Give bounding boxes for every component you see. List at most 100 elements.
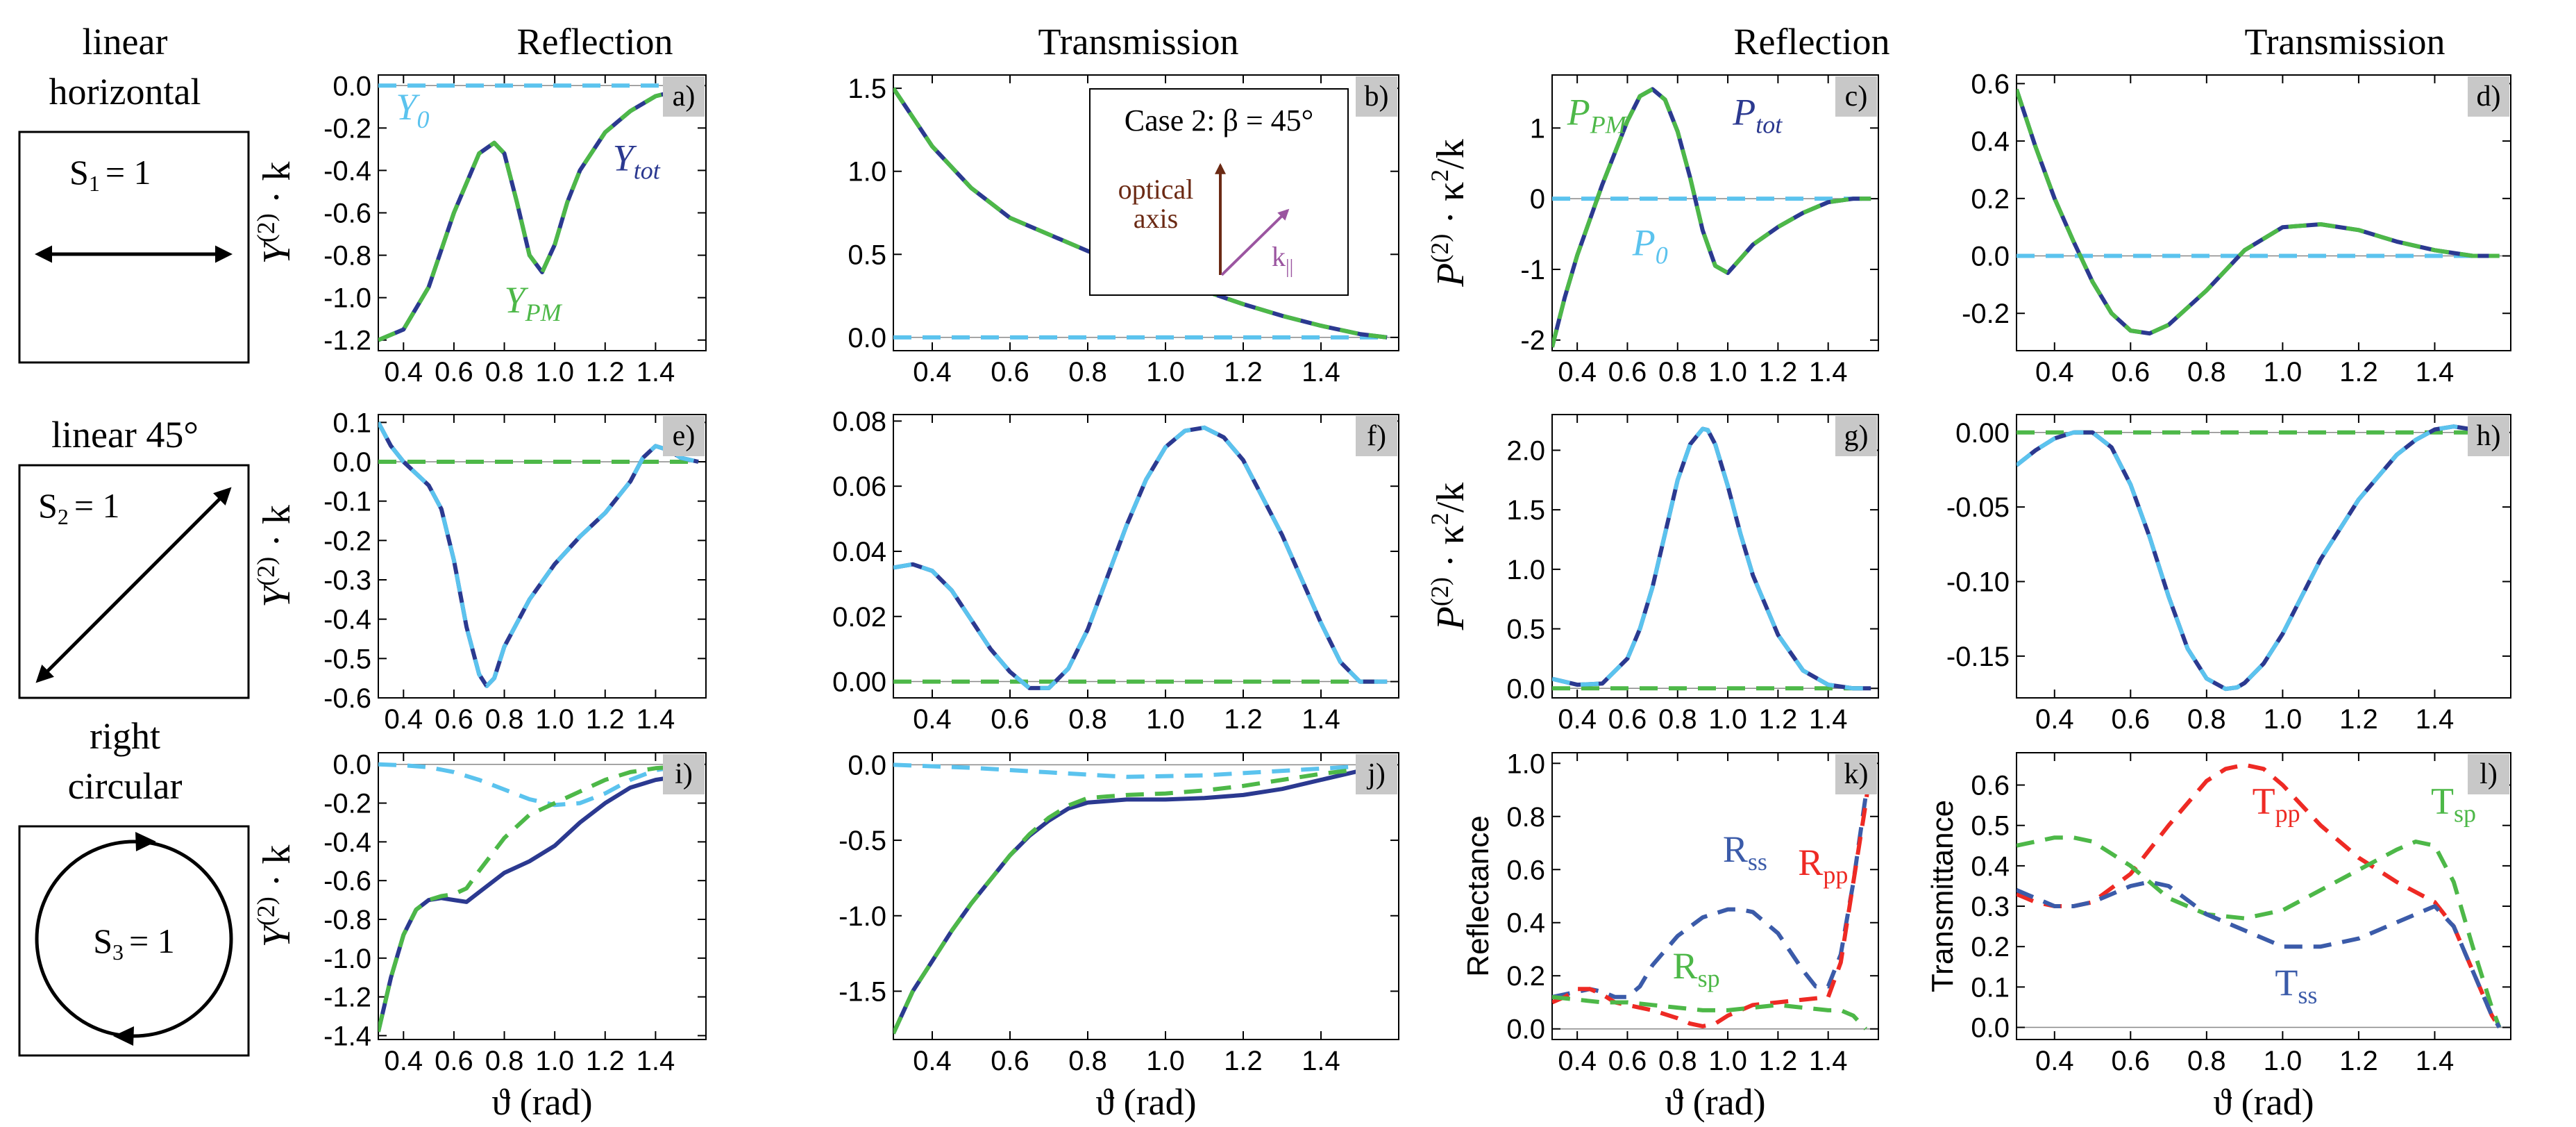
series-Rpp — [1552, 762, 1874, 1028]
panel-tag: j) — [1356, 754, 1397, 794]
x-tick-label: 0.8 — [2187, 357, 2226, 387]
circle-arrowhead-bottom-icon — [113, 1026, 134, 1046]
x-tick-label: 0.6 — [435, 357, 473, 387]
series-annotation: PPM — [1567, 91, 1628, 138]
x-tick-label: 0.8 — [1068, 357, 1107, 387]
y-tick-label: 0.5 — [1971, 811, 2010, 842]
panel-c: 1 0 -1 -2 0.4 0.6 0.8 1.0 1.2 1.4 c) PPM Ptot P0 P(2) … — [1426, 74, 1879, 387]
x-tick-label: 1.0 — [1146, 704, 1185, 735]
x-tick-label: 0.4 — [913, 704, 952, 735]
polarization-linear-45: linear 45° S2 = 1 — [18, 414, 250, 699]
y-tick-label: 0.00 — [832, 667, 886, 698]
panel-l: 0.0 0.1 0.2 0.3 0.4 0.5 0.6 0.4 0.6 0.8 1.0 1.2 1.4 l… — [1926, 752, 2511, 1123]
series-annotation: P0 — [1632, 222, 1668, 269]
header-transmission-1: Transmission — [1038, 21, 1238, 62]
panel-d: 0.6 0.4 0.2 0.0 -0.2 0.4 0.6 0.8 1.0 1.2 1.4 d) — [1962, 69, 2511, 387]
polarization-title: right — [90, 715, 160, 757]
x-tick-label: 0.4 — [385, 357, 423, 387]
y-tick-label: 0.0 — [332, 71, 371, 101]
x-tick-label: 0.6 — [1608, 704, 1647, 735]
y-tick-label: 0.0 — [1506, 1015, 1545, 1045]
x-tick-label: 1.0 — [535, 357, 574, 387]
y-axis-label: P(2) · κ2/k — [1426, 483, 1472, 631]
y-tick-label: 0.4 — [1971, 851, 2010, 882]
x-tick-label: 0.8 — [1068, 1046, 1107, 1076]
panel-tag-label: b) — [1365, 81, 1389, 112]
x-axis-label: ϑ (rad) — [491, 1081, 592, 1123]
diagonal-arrow-icon — [35, 487, 232, 683]
y-tick-label: 0 — [1530, 184, 1545, 215]
polarization-title: linear — [83, 21, 168, 62]
panel-tag: k) — [1835, 754, 1877, 794]
y-tick-label: 0.04 — [832, 537, 886, 567]
stokes-label: S1 = 1 — [69, 153, 151, 196]
y-axis-label: Y(2) · k — [252, 505, 298, 608]
series-T0 — [893, 762, 1388, 779]
y-axis-label: Y(2) · k — [252, 162, 298, 265]
series-TPM — [893, 765, 1388, 1035]
y-tick-label: 0.08 — [832, 406, 886, 437]
y-axis-label: Y(2) · k — [252, 845, 298, 948]
circle-arrowhead-top-icon — [135, 832, 156, 851]
plot-frame — [893, 752, 1399, 1040]
y-tick-label: 0.6 — [1971, 771, 2010, 801]
y-tick-label: -0.2 — [1962, 299, 2010, 329]
x-tick-label: 1.2 — [586, 1046, 625, 1076]
optical-axis-label: axis — [1134, 203, 1178, 234]
x-tick-label: 0.6 — [1608, 357, 1647, 387]
y-tick-label: 0.0 — [848, 323, 886, 353]
x-tick-label: 0.4 — [1558, 704, 1597, 735]
y-tick-label: 1.0 — [1506, 749, 1545, 779]
series-T0 — [893, 425, 1388, 690]
series-Ttot — [893, 425, 1388, 690]
y-tick-label: 0.4 — [1971, 126, 2010, 157]
x-tick-label: 1.4 — [1302, 704, 1340, 735]
x-tick-label: 1.4 — [1302, 1046, 1340, 1076]
x-tick-label: 0.4 — [385, 1046, 423, 1076]
series-annotation: Ytot — [613, 137, 661, 184]
x-tick-label: 1.0 — [1146, 357, 1185, 387]
plot-frame — [2016, 414, 2511, 699]
panel-tag: l) — [2468, 754, 2509, 794]
plot-frame — [893, 414, 1399, 699]
x-tick-label: 0.6 — [435, 704, 473, 735]
x-tick-label: 1.2 — [1224, 357, 1263, 387]
y-tick-label: 0.0 — [1971, 242, 2010, 272]
x-tick-label: 1.0 — [535, 1046, 574, 1076]
panel-tag-label: e) — [673, 420, 696, 452]
polarization-box — [18, 464, 250, 699]
x-tick-label: 0.8 — [485, 1046, 524, 1076]
y-tick-label: 1.5 — [1506, 495, 1545, 526]
x-tick-label: 1.2 — [2339, 704, 2378, 735]
x-tick-label: 0.4 — [913, 1046, 952, 1076]
y-tick-label: 0.6 — [1971, 69, 2010, 99]
y-tick-label: -1.0 — [323, 944, 371, 974]
panel-tag-label: c) — [1845, 81, 1868, 112]
y-tick-label: 0.8 — [1506, 802, 1545, 833]
header-transmission-2: Transmission — [2244, 21, 2445, 62]
panel-tag: e) — [663, 416, 705, 456]
y-tick-label: 0.5 — [848, 240, 886, 270]
series-annotation: Ptot — [1732, 91, 1783, 138]
series-Tsp — [2017, 835, 2502, 1028]
x-tick-label: 0.4 — [2035, 704, 2074, 735]
series-annotation: Rsp — [1673, 945, 1720, 992]
x-tick-label: 0.6 — [2112, 357, 2150, 387]
x-tick-label: 1.0 — [1708, 704, 1747, 735]
panel-b: 0.0 0.5 1.0 1.5 0.4 0.6 0.8 1.0 1.2 1.4 b) Case 2: … — [848, 74, 1399, 387]
x-tick-label: 0.8 — [1068, 704, 1107, 735]
panel-k: 0.0 0.2 0.4 0.6 0.8 1.0 0.4 0.6 0.8 1.0 1.2 1.4 k) Rs… — [1461, 749, 1879, 1123]
panel-tag-bg — [1356, 754, 1397, 794]
panel-f: 0.08 0.06 0.04 0.02 0.00 0.4 0.6 0.8 1.0 1.2 1.4 f) — [832, 406, 1399, 735]
series-annotation: Y0 — [396, 86, 429, 133]
series-annotation: Rss — [1723, 828, 1767, 876]
x-tick-label: 0.6 — [435, 1046, 473, 1076]
y-tick-label: -0.2 — [323, 789, 371, 819]
y-axis-label: P(2) · κ2/k — [1426, 139, 1472, 287]
panel-tag: i) — [663, 754, 705, 794]
series-Rsp — [1552, 994, 1868, 1030]
panel-i: 0.0 -0.2 -0.4 -0.6 -0.8 -1.0 -1.2 -1.4 0.4 0.6 0.8… — [252, 750, 707, 1123]
x-tick-label: 0.6 — [1608, 1046, 1647, 1076]
